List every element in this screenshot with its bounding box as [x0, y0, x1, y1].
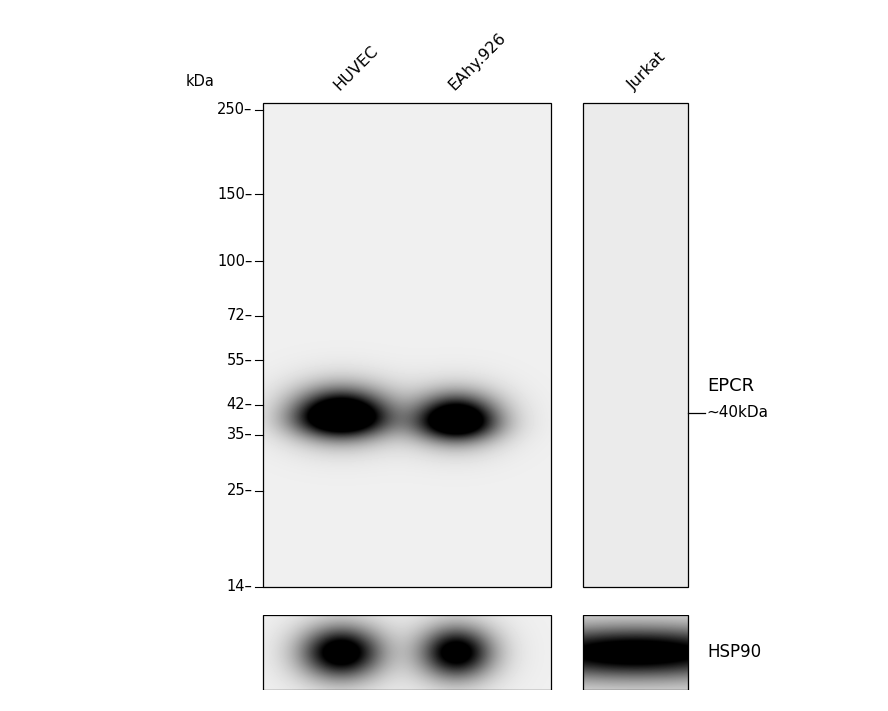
Text: 100–: 100– [218, 254, 252, 269]
Text: 42–: 42– [226, 397, 252, 412]
Bar [583, 103, 688, 587]
Text: 150–: 150– [218, 186, 252, 202]
Bar [263, 103, 551, 587]
Text: HSP90: HSP90 [708, 643, 762, 661]
Text: 25–: 25– [226, 483, 252, 498]
Text: 55–: 55– [226, 353, 252, 368]
Text: EPCR: EPCR [708, 377, 755, 395]
Bar [263, 615, 551, 690]
Text: HUVEC: HUVEC [330, 43, 381, 93]
Text: EAhy.926: EAhy.926 [446, 31, 509, 93]
Text: 14–: 14– [226, 579, 252, 594]
Bar [583, 615, 688, 690]
Text: 250–: 250– [218, 102, 252, 117]
Text: kDa: kDa [186, 74, 215, 89]
Text: 35–: 35– [226, 427, 252, 442]
Text: ~40kDa: ~40kDa [707, 405, 769, 420]
Text: 72–: 72– [226, 308, 252, 323]
Text: Jurkat: Jurkat [625, 50, 669, 93]
